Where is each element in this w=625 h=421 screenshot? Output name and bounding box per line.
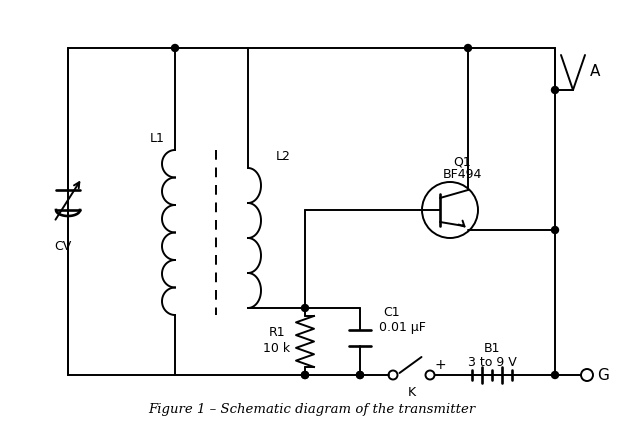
Text: 0.01 μF: 0.01 μF	[379, 322, 426, 335]
Text: BF494: BF494	[442, 168, 482, 181]
Text: A: A	[590, 64, 600, 80]
Circle shape	[301, 304, 309, 312]
Circle shape	[464, 45, 471, 51]
Circle shape	[301, 371, 309, 378]
Circle shape	[356, 371, 364, 378]
Text: G: G	[597, 368, 609, 383]
Text: +: +	[434, 358, 446, 372]
Text: 10 k: 10 k	[264, 341, 291, 354]
Circle shape	[171, 45, 179, 51]
Circle shape	[301, 371, 309, 378]
Text: Figure 1 – Schematic diagram of the transmitter: Figure 1 – Schematic diagram of the tran…	[148, 403, 476, 416]
Text: K: K	[408, 386, 416, 400]
Text: C1: C1	[384, 306, 401, 320]
Circle shape	[551, 86, 559, 93]
Text: L1: L1	[149, 131, 164, 144]
Text: 3 to 9 V: 3 to 9 V	[468, 355, 516, 368]
Circle shape	[551, 371, 559, 378]
Circle shape	[551, 226, 559, 234]
Circle shape	[356, 371, 364, 378]
Text: CV: CV	[54, 240, 72, 253]
Text: R1: R1	[269, 327, 285, 339]
Text: Q1: Q1	[453, 155, 471, 168]
Text: L2: L2	[276, 149, 291, 163]
Text: B1: B1	[484, 343, 500, 355]
